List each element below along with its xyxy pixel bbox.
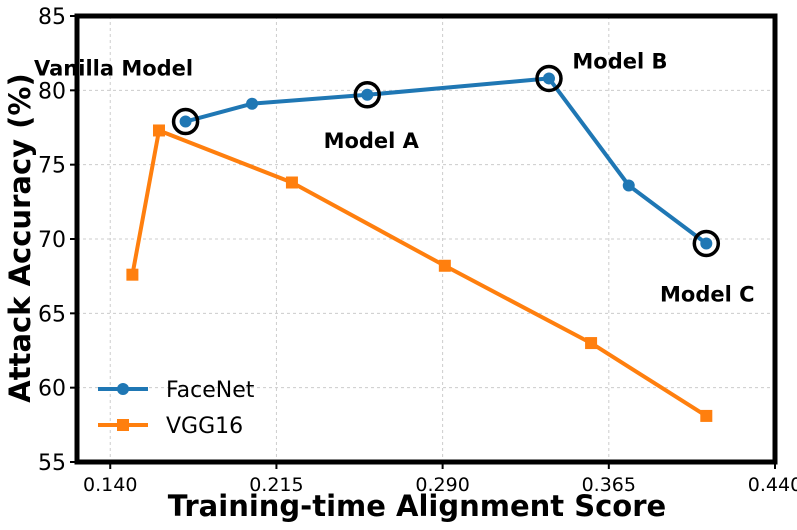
annotations: Vanilla Model Model A Model B Model C: [34, 49, 755, 306]
highlight-ring-model-c: [692, 229, 721, 258]
data-point-facenet: [700, 237, 713, 250]
series-lines: [130, 76, 708, 418]
y-tick-label: 60: [38, 377, 66, 402]
data-point-facenet: [179, 115, 192, 128]
y-tick-label: 75: [38, 154, 66, 179]
y-tick-label: 70: [38, 228, 66, 253]
highlight-rings: [171, 64, 721, 258]
x-tick-label: 0.365: [582, 474, 636, 496]
highlight-ring-vanilla-model: [171, 107, 200, 136]
data-point-vgg16: [126, 268, 139, 281]
data-point-vgg16: [585, 337, 598, 350]
legend-label-vgg16: VGG16: [166, 414, 243, 439]
data-point-vgg16: [152, 124, 165, 137]
data-point-facenet: [622, 179, 635, 192]
x-tick-label: 0.290: [415, 474, 469, 496]
grid: [77, 16, 775, 462]
series-line-facenet: [185, 76, 708, 246]
legend-marker-vgg16: [117, 419, 129, 431]
x-tick-label: 0.215: [249, 474, 303, 496]
y-ticks: 55 60 65 70 75 80 85: [38, 5, 77, 476]
data-point-vgg16: [285, 176, 298, 189]
legend-label-facenet: FaceNet: [166, 378, 255, 403]
data-point-facenet: [361, 88, 374, 101]
x-ticks: 0.140 0.215 0.290 0.365 0.440: [83, 462, 797, 496]
annotation-model-c: Model C: [660, 282, 755, 306]
legend-marker-facenet: [117, 383, 129, 395]
y-axis-label: Attack Accuracy (%): [3, 73, 37, 402]
annotation-model-b: Model B: [572, 49, 667, 73]
highlight-ring-model-b: [535, 64, 563, 93]
x-axis-label: Training-time Alignment Score: [168, 489, 666, 523]
annotation-model-a: Model A: [324, 129, 420, 153]
legend: FaceNet VGG16: [98, 378, 255, 439]
y-tick-label: 65: [38, 302, 66, 327]
data-point-facenet: [246, 97, 259, 110]
series-line-vgg16: [130, 128, 708, 418]
data-point-vgg16: [438, 259, 451, 272]
y-tick-label: 85: [38, 5, 66, 30]
series-markers: [126, 72, 713, 422]
x-tick-label: 0.440: [748, 474, 797, 496]
annotation-vanilla-model: Vanilla Model: [34, 57, 193, 81]
x-tick-label: 0.140: [83, 474, 137, 496]
data-point-facenet: [542, 72, 555, 85]
data-point-vgg16: [700, 409, 713, 422]
y-tick-label: 80: [38, 79, 66, 104]
y-tick-label: 55: [38, 451, 66, 476]
highlight-ring-model-a: [353, 81, 382, 109]
